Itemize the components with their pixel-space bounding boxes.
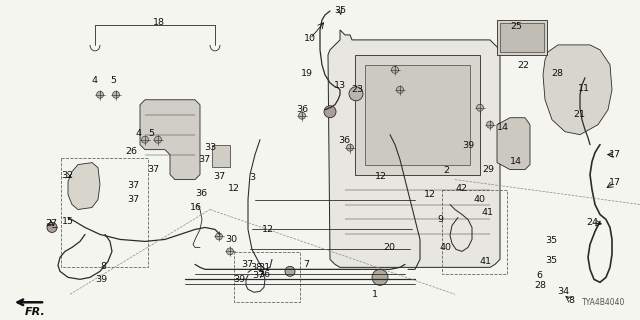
Text: 2: 2	[443, 166, 449, 175]
Text: 23: 23	[351, 85, 363, 94]
Text: 4: 4	[135, 129, 141, 138]
Polygon shape	[497, 118, 530, 170]
Text: 4: 4	[91, 76, 97, 85]
Text: 5: 5	[110, 76, 116, 85]
Polygon shape	[68, 163, 100, 210]
Circle shape	[372, 269, 388, 285]
Circle shape	[486, 121, 493, 128]
Circle shape	[477, 104, 483, 111]
Polygon shape	[140, 100, 200, 180]
Text: 37: 37	[127, 181, 139, 190]
Circle shape	[216, 233, 223, 240]
Text: 32: 32	[61, 171, 73, 180]
Circle shape	[47, 222, 57, 232]
Circle shape	[141, 136, 148, 143]
Text: 36: 36	[338, 136, 350, 145]
Text: 24: 24	[586, 218, 598, 227]
Bar	[234, 252, 300, 302]
Text: 35: 35	[545, 256, 557, 265]
Bar	[497, 20, 547, 55]
Text: 5: 5	[148, 129, 154, 138]
Text: 38: 38	[250, 263, 262, 272]
Circle shape	[285, 266, 295, 276]
Text: 8: 8	[100, 262, 106, 271]
Text: 34: 34	[557, 287, 569, 296]
Text: 37: 37	[252, 271, 264, 280]
Text: 27: 27	[45, 219, 57, 228]
Text: 30: 30	[225, 235, 237, 244]
Text: 39: 39	[233, 275, 245, 284]
Text: 37: 37	[147, 165, 159, 174]
Bar	[61, 158, 148, 268]
Text: 12: 12	[424, 190, 436, 199]
Text: 36: 36	[195, 189, 207, 198]
Circle shape	[392, 66, 399, 73]
Text: 12: 12	[375, 172, 387, 181]
Text: 15: 15	[62, 217, 74, 226]
Circle shape	[97, 91, 104, 98]
Text: 35: 35	[334, 6, 346, 15]
Text: 1: 1	[372, 290, 378, 299]
Text: 33: 33	[204, 143, 216, 152]
Text: 37: 37	[198, 155, 210, 164]
Bar	[500, 23, 544, 52]
Circle shape	[227, 248, 234, 255]
Text: 41: 41	[480, 257, 492, 266]
Polygon shape	[543, 45, 612, 135]
Text: 29: 29	[482, 165, 494, 174]
Bar	[365, 65, 470, 164]
Text: 31: 31	[258, 263, 270, 272]
Circle shape	[346, 144, 353, 151]
Text: 17: 17	[609, 150, 621, 159]
Text: 40: 40	[440, 243, 452, 252]
Text: 36: 36	[258, 270, 270, 279]
Text: 6: 6	[536, 271, 542, 280]
Text: 20: 20	[383, 243, 395, 252]
Text: 28: 28	[534, 281, 546, 290]
Text: 14: 14	[497, 123, 509, 132]
Circle shape	[397, 86, 403, 93]
Polygon shape	[328, 30, 500, 268]
Text: 35: 35	[545, 236, 557, 245]
Text: 17: 17	[609, 178, 621, 187]
Text: 8: 8	[568, 296, 574, 305]
Text: 12: 12	[262, 225, 274, 234]
Text: 19: 19	[301, 69, 313, 78]
Circle shape	[324, 106, 336, 118]
Circle shape	[113, 91, 120, 98]
Bar	[212, 145, 230, 167]
Text: 37: 37	[213, 172, 225, 181]
Text: 16: 16	[190, 203, 202, 212]
Text: 18: 18	[153, 19, 165, 28]
Text: 21: 21	[573, 110, 585, 119]
Text: 22: 22	[517, 61, 529, 70]
Text: 41: 41	[481, 208, 493, 217]
Text: 37: 37	[241, 260, 253, 269]
Text: 12: 12	[228, 184, 240, 193]
Text: 39: 39	[95, 275, 107, 284]
Text: 25: 25	[510, 22, 522, 31]
Text: 42: 42	[456, 184, 468, 193]
Text: 11: 11	[578, 84, 590, 93]
Text: FR.: FR.	[24, 307, 45, 317]
Bar	[442, 189, 507, 274]
Text: 10: 10	[304, 35, 316, 44]
Bar	[355, 55, 480, 175]
Text: 39: 39	[462, 141, 474, 150]
Text: 7: 7	[303, 260, 309, 269]
Text: 40: 40	[474, 195, 486, 204]
Text: TYA4B4040: TYA4B4040	[582, 298, 625, 307]
Circle shape	[349, 87, 363, 101]
Text: 28: 28	[551, 69, 563, 78]
Text: 37: 37	[127, 195, 139, 204]
Text: 9: 9	[437, 215, 443, 224]
Circle shape	[298, 112, 305, 119]
Text: 36: 36	[296, 105, 308, 114]
Text: 26: 26	[125, 147, 137, 156]
Text: 14: 14	[510, 157, 522, 166]
Text: 13: 13	[334, 81, 346, 90]
Text: 3: 3	[249, 173, 255, 182]
Circle shape	[154, 136, 161, 143]
